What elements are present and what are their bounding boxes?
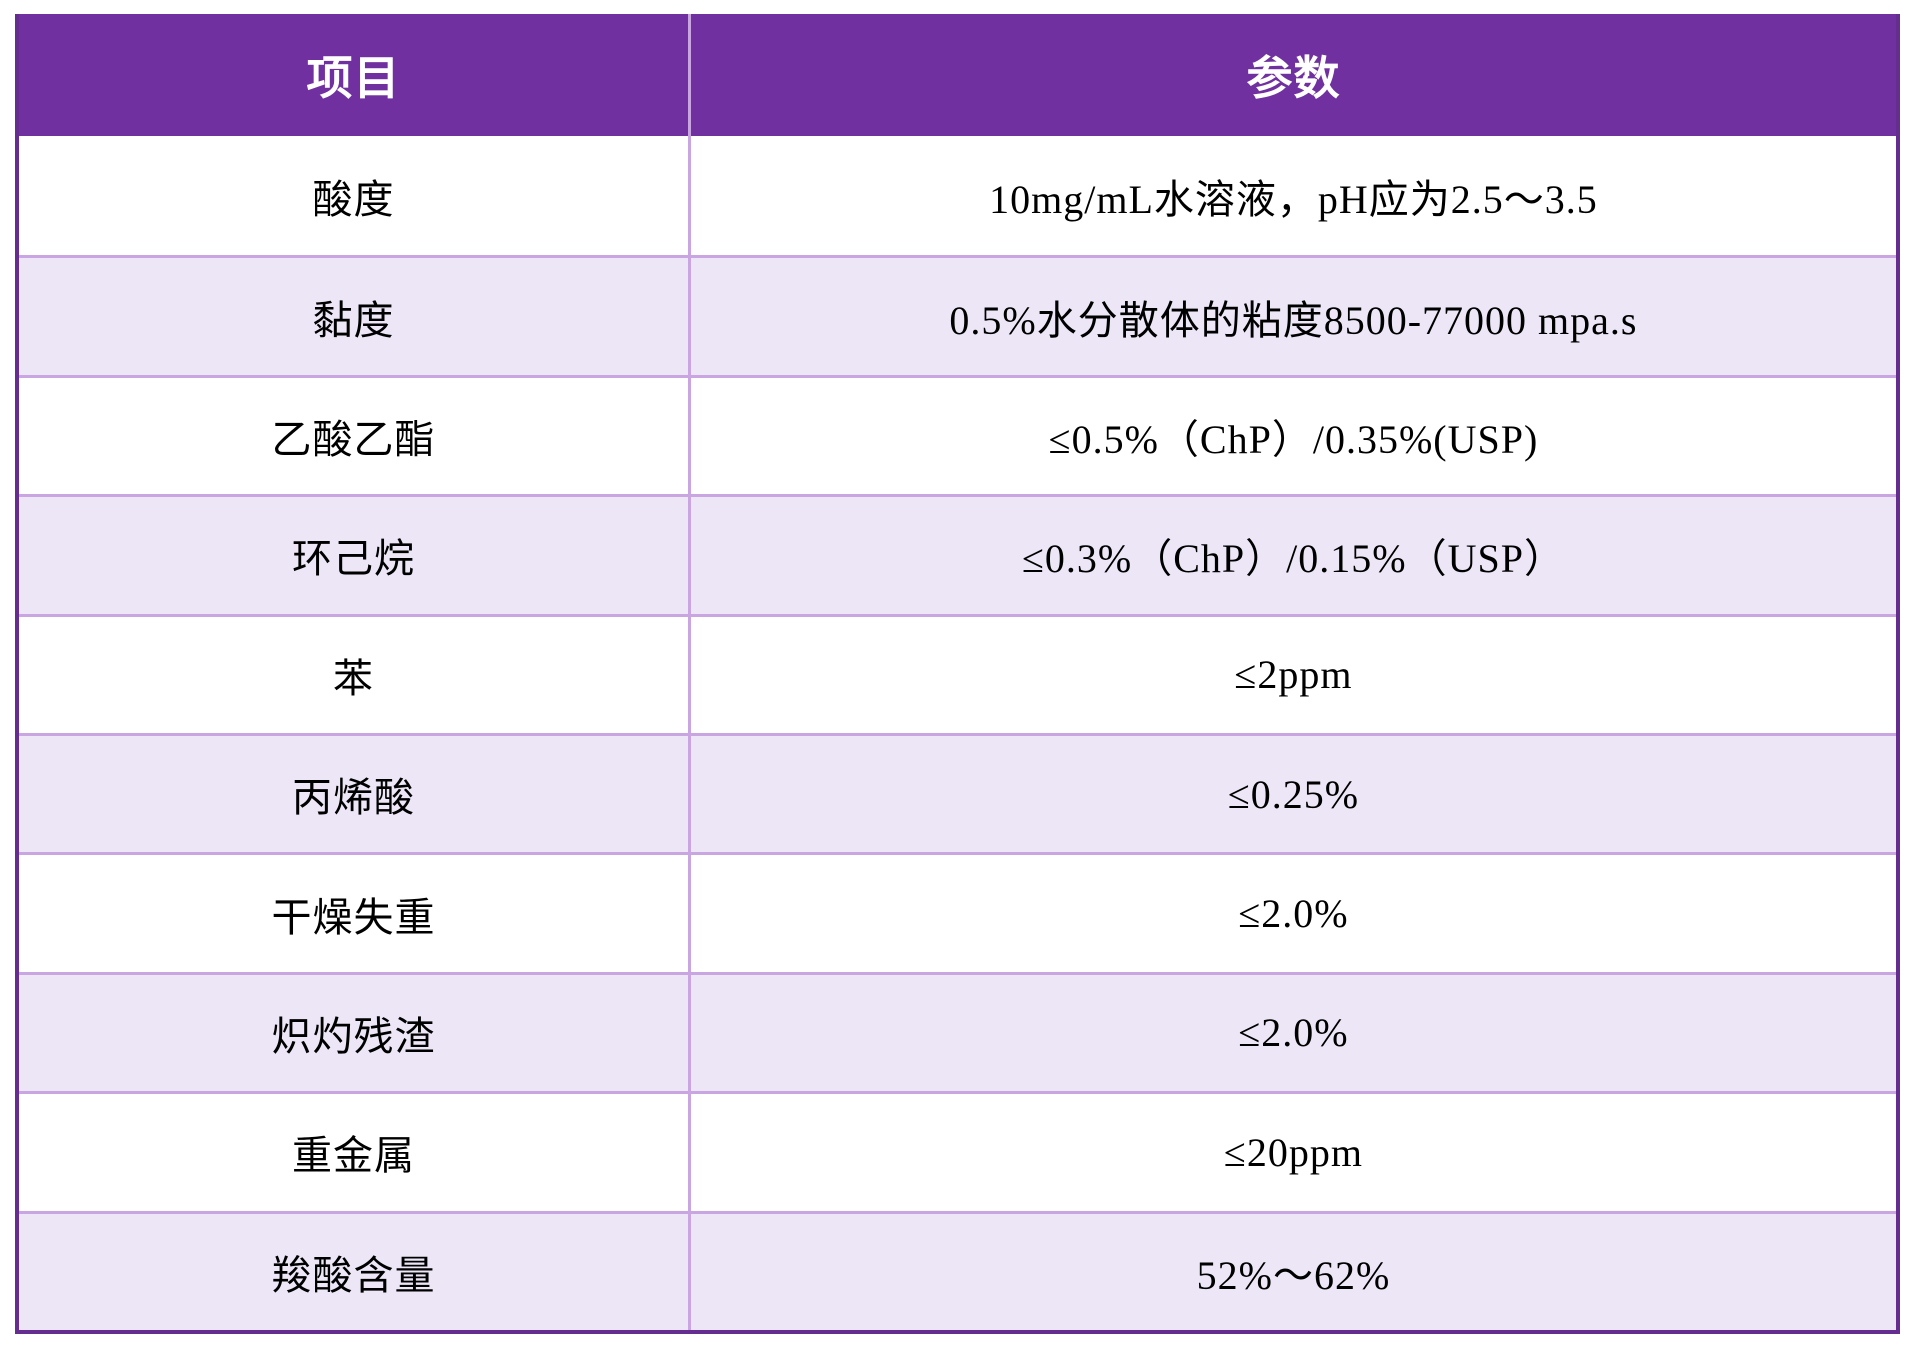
table-row: 苯 ≤2ppm bbox=[19, 613, 1896, 733]
param-cell: ≤2ppm bbox=[1234, 652, 1353, 698]
table-row: 丙烯酸 ≤0.25% bbox=[19, 733, 1896, 853]
table-row: 重金属 ≤20ppm bbox=[19, 1091, 1896, 1211]
item-cell: 苯 bbox=[19, 616, 691, 733]
table-body: 酸度 10mg/mL水溶液，pH应为2.5～3.5 黏度 0.5%水分散体的粘度… bbox=[19, 136, 1896, 1330]
param-cell: ≤0.5%（ChP）/0.35%(USP) bbox=[1048, 416, 1539, 462]
table-row: 干燥失重 ≤2.0% bbox=[19, 852, 1896, 972]
param-cell: ≤0.3%（ChP）/0.15%（USP） bbox=[1021, 536, 1565, 582]
item-cell: 重金属 bbox=[19, 1094, 691, 1211]
param-cell: ≤2.0% bbox=[1238, 1010, 1349, 1056]
table-row: 环己烷 ≤0.3%（ChP）/0.15%（USP） bbox=[19, 494, 1896, 614]
item-cell: 羧酸含量 bbox=[19, 1213, 691, 1330]
param-cell: 10mg/mL水溶液，pH应为2.5～3.5 bbox=[989, 176, 1598, 222]
table-header-row: 项目 参数 bbox=[19, 14, 1896, 136]
param-cell: 52%～62% bbox=[1196, 1252, 1391, 1298]
table-row: 乙酸乙酯 ≤0.5%（ChP）/0.35%(USP) bbox=[19, 374, 1896, 495]
item-cell: 炽灼残渣 bbox=[19, 974, 691, 1092]
item-cell: 环己烷 bbox=[19, 497, 691, 614]
product-spec-table: 项目 参数 酸度 10mg/mL水溶液，pH应为2.5～3.5 黏度 0.5%水… bbox=[15, 14, 1900, 1334]
table-row: 黏度 0.5%水分散体的粘度8500-77000 mpa.s bbox=[19, 255, 1896, 375]
header-cell-param: 参数 bbox=[1246, 53, 1341, 104]
param-cell: ≤0.25% bbox=[1227, 771, 1360, 817]
item-cell: 黏度 bbox=[19, 258, 691, 375]
param-cell: 0.5%水分散体的粘度8500-77000 mpa.s bbox=[949, 297, 1638, 343]
table-row: 酸度 10mg/mL水溶液，pH应为2.5～3.5 bbox=[19, 136, 1896, 256]
item-cell: 丙烯酸 bbox=[19, 736, 691, 853]
table-row: 羧酸含量 52%～62% bbox=[19, 1210, 1896, 1330]
header-cell-item: 项目 bbox=[19, 14, 691, 136]
param-cell: ≤2.0% bbox=[1238, 891, 1349, 937]
item-cell: 酸度 bbox=[19, 136, 691, 256]
table-row: 炽灼残渣 ≤2.0% bbox=[19, 971, 1896, 1092]
param-cell: ≤20ppm bbox=[1223, 1129, 1363, 1175]
item-cell: 干燥失重 bbox=[19, 855, 691, 972]
item-cell: 乙酸乙酯 bbox=[19, 377, 691, 495]
